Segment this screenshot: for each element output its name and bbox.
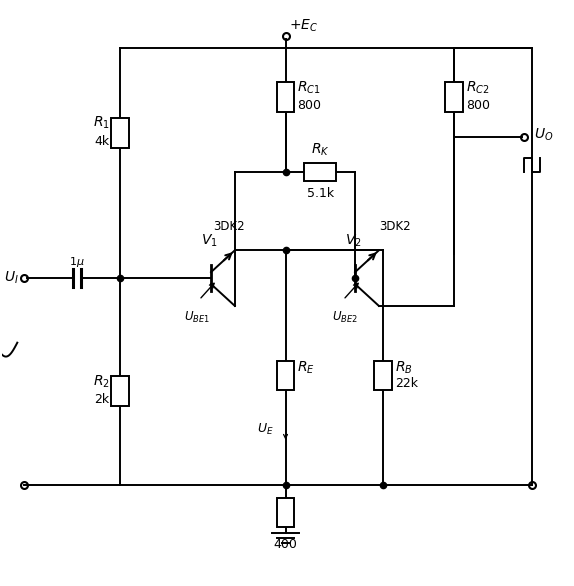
Text: $R_2$: $R_2$ (93, 373, 110, 390)
Text: $R_1$: $R_1$ (93, 115, 110, 131)
Bar (277, 498, 294, 527)
Text: $U_{BE2}$: $U_{BE2}$ (332, 310, 358, 325)
Text: 800: 800 (297, 99, 321, 112)
Bar (277, 360, 294, 390)
Text: 400: 400 (274, 539, 297, 551)
Text: $R_K$: $R_K$ (311, 142, 329, 158)
Text: 4k: 4k (95, 135, 110, 148)
Bar (111, 376, 129, 406)
Text: $1\mu$: $1\mu$ (69, 255, 85, 269)
Text: 3DK2: 3DK2 (213, 220, 245, 233)
Text: $U_O$: $U_O$ (534, 127, 553, 143)
Text: $R_{C1}$: $R_{C1}$ (297, 79, 321, 96)
Text: $R_{C2}$: $R_{C2}$ (466, 79, 490, 96)
Bar (111, 118, 129, 148)
Text: 22k: 22k (395, 377, 418, 390)
Text: $U_{BE1}$: $U_{BE1}$ (184, 310, 210, 325)
Text: $+E_C$: $+E_C$ (289, 18, 319, 34)
Text: $V_2$: $V_2$ (345, 232, 362, 248)
Text: $R_B$: $R_B$ (395, 359, 413, 376)
Text: 800: 800 (466, 99, 490, 112)
Text: $V_1$: $V_1$ (201, 232, 218, 248)
Text: $U_E$: $U_E$ (257, 422, 274, 437)
Bar (277, 83, 294, 112)
Bar (304, 163, 336, 180)
Text: $U_I$: $U_I$ (3, 270, 18, 287)
Bar (374, 360, 392, 390)
Text: $R_E$: $R_E$ (297, 359, 315, 376)
Text: 5.1k: 5.1k (307, 187, 334, 200)
Text: 3DK2: 3DK2 (379, 220, 410, 233)
Text: 2k: 2k (95, 393, 110, 406)
Bar (445, 83, 463, 112)
